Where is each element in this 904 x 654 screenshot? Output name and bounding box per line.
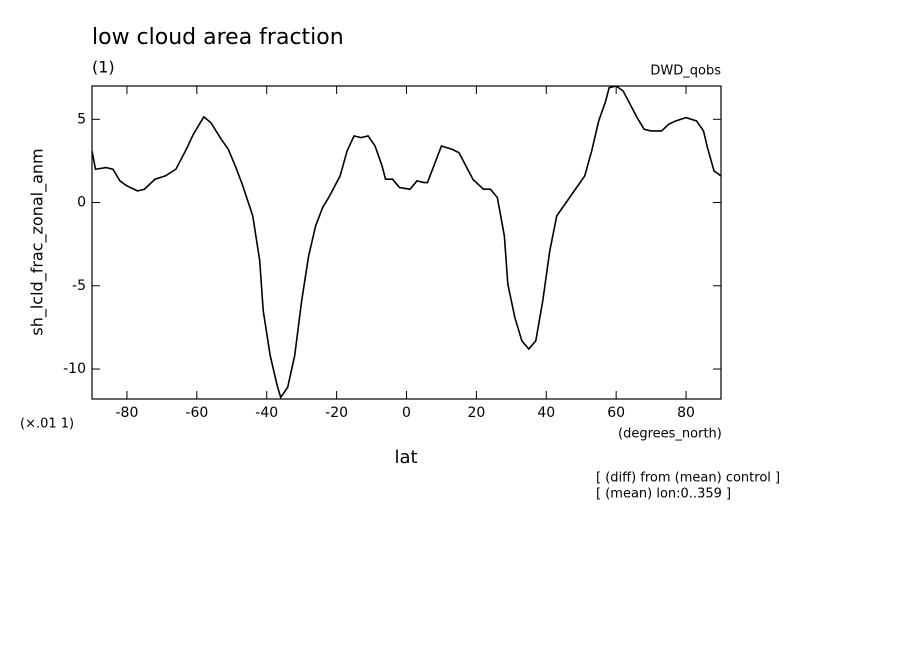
- y-tick-label: -10: [63, 361, 86, 377]
- y-tick-label: 0: [77, 195, 86, 211]
- x-units: (degrees_north): [618, 427, 722, 442]
- x-tick-label: 60: [607, 405, 625, 421]
- y-tick-label: 5: [77, 111, 86, 127]
- x-tick-label: 40: [537, 405, 555, 421]
- note: [ (mean) lon:0..359 ]: [596, 487, 731, 502]
- x-axis-label: lat: [394, 447, 417, 468]
- x-tick-label: -20: [325, 405, 348, 421]
- y-tick-label: -5: [72, 278, 86, 294]
- y-axis-label: sh_lcld_frac_zonal_anm: [28, 148, 48, 335]
- data-line: [92, 86, 721, 399]
- chart-title: low cloud area fraction: [92, 25, 344, 50]
- subtitle: (1): [92, 58, 115, 77]
- y-scale-note: (×.01 1): [20, 417, 74, 432]
- x-tick-label: -60: [185, 405, 208, 421]
- note: [ (diff) from (mean) control ]: [596, 471, 780, 486]
- plot-frame: [91, 85, 722, 400]
- source: DWD_qobs: [650, 64, 721, 79]
- x-tick-label: 20: [467, 405, 485, 421]
- x-tick-label: -40: [255, 405, 278, 421]
- x-tick-label: 0: [402, 405, 411, 421]
- x-tick-label: 80: [677, 405, 695, 421]
- x-tick-label: -80: [116, 405, 139, 421]
